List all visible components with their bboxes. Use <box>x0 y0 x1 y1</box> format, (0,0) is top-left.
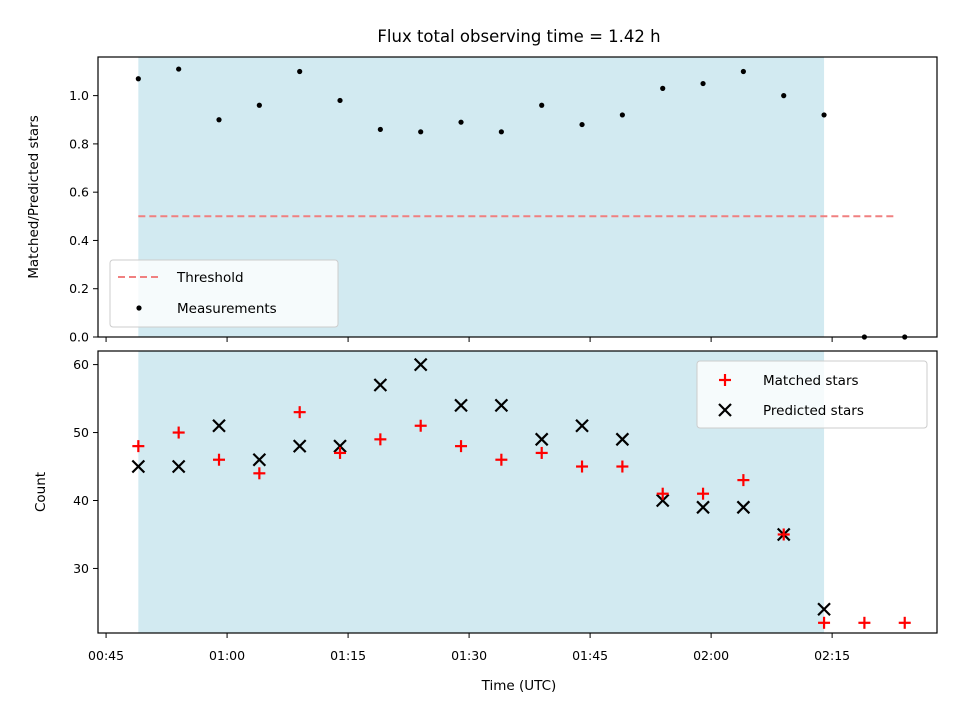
matched-star-point <box>697 487 710 500</box>
measurement-point <box>216 117 222 123</box>
bottom-x-axis: 00:45 01:00 01:15 01:30 01:45 02:00 02:15 <box>88 633 850 663</box>
bottom-legend: Matched stars Predicted stars <box>696 360 928 429</box>
predicted-star-point <box>333 439 347 453</box>
matched-star-point <box>616 460 629 473</box>
x-tick-label: 01:00 <box>209 648 245 663</box>
matched-star-point <box>898 616 911 629</box>
top-y-tick-label: 0.8 <box>69 136 89 151</box>
x-axis-label: Time (UTC) <box>481 678 557 694</box>
measurements-legend-swatch <box>136 305 142 311</box>
matched-star-point <box>495 453 508 466</box>
predicted-star-point <box>696 500 710 515</box>
measurement-point <box>579 121 585 128</box>
bottom-y-axis: 30 40 50 60 <box>73 357 98 576</box>
top-panel: Flux total observing time = 1.42 h 0.00.… <box>26 27 938 345</box>
measurement-point <box>256 102 262 108</box>
x-tick-label: 00:45 <box>88 648 124 663</box>
measurement-point <box>781 93 787 99</box>
bottom-y-tick-label: 40 <box>73 493 89 508</box>
matched-star-point <box>858 616 871 629</box>
bottom-y-tick-label: 60 <box>73 357 89 372</box>
top-y-tick-label: 0.0 <box>69 330 89 345</box>
predicted-star-point <box>212 418 226 433</box>
predicted-star-point <box>292 439 307 453</box>
measurement-point <box>458 119 464 125</box>
top-y-axis-label: Matched/Predicted stars <box>26 115 42 278</box>
measurement-point <box>176 66 182 72</box>
bottom-legend-box <box>696 360 928 429</box>
bottom-plot-area <box>131 357 911 629</box>
bottom-y-tick-label: 30 <box>73 561 89 576</box>
measurement-point <box>297 68 303 75</box>
measurement-point <box>418 129 424 135</box>
top-legend: Threshold Measurements <box>109 259 339 328</box>
legend-label-matched-stars: Matched stars <box>763 373 859 389</box>
measurement-point <box>740 68 746 75</box>
matched-star-point <box>455 440 468 453</box>
matched-star-point <box>213 453 226 466</box>
top-x-ticks <box>105 337 833 342</box>
top-axes-frame <box>97 56 938 338</box>
predicted-star-point <box>655 493 670 508</box>
predicted-star-point <box>575 418 589 433</box>
top-y-tick-label: 0.4 <box>69 233 89 248</box>
matched-star-point <box>334 446 347 459</box>
top-y-axis: 0.0 0.2 0.4 0.6 0.8 1.0 <box>69 88 98 345</box>
legend-label-predicted-stars: Predicted stars <box>763 403 864 419</box>
x-tick-label: 01:15 <box>330 648 366 663</box>
matched-star-point <box>374 433 387 446</box>
matched-star-point <box>576 460 589 473</box>
measurement-point <box>135 76 141 82</box>
measurement-point <box>337 97 343 104</box>
top-y-tick-label: 0.6 <box>69 185 89 200</box>
matched-legend-swatch <box>719 374 731 386</box>
measurement-point <box>660 85 666 91</box>
legend-label-threshold: Threshold <box>176 270 244 286</box>
predicted-star-point <box>817 602 831 616</box>
measurement-point <box>700 80 706 87</box>
x-tick-label: 01:30 <box>451 648 487 663</box>
legend-label-measurements: Measurements <box>177 301 277 317</box>
matched-star-point <box>818 616 831 629</box>
chart-title: Flux total observing time = 1.42 h <box>377 27 660 46</box>
measurement-point <box>377 126 383 133</box>
x-tick-label: 02:15 <box>814 648 850 663</box>
predicted-star-point <box>413 357 428 372</box>
matched-star-point <box>253 467 266 480</box>
top-y-tick-label: 0.2 <box>69 281 89 296</box>
matched-star-point <box>414 419 427 432</box>
predicted-star-point <box>615 432 630 447</box>
predicted-legend-swatch <box>718 403 732 417</box>
top-y-tick-label: 1.0 <box>69 88 89 103</box>
matched-star-point <box>737 474 750 487</box>
predicted-star-point <box>252 452 267 467</box>
matched-star-point <box>172 426 185 439</box>
predicted-star-point <box>131 459 146 474</box>
predicted-star-point <box>373 378 388 392</box>
bottom-axes-frame <box>97 350 938 634</box>
x-tick-label: 02:00 <box>693 648 729 663</box>
predicted-star-point <box>494 398 509 413</box>
bottom-y-axis-label: Count <box>33 472 49 512</box>
matched-star-point <box>132 440 145 453</box>
measurement-point <box>498 129 504 135</box>
measurement-point <box>539 102 545 108</box>
predicted-star-point <box>736 500 751 515</box>
x-tick-label: 01:45 <box>572 648 608 663</box>
matched-star-point <box>535 446 548 459</box>
matched-star-point <box>777 528 790 541</box>
predicted-star-point <box>454 398 468 413</box>
measurement-point <box>619 112 625 118</box>
matched-star-point <box>656 487 669 500</box>
measurement-point <box>821 112 827 118</box>
bottom-y-tick-label: 50 <box>73 425 89 440</box>
matched-star-point <box>293 406 306 419</box>
top-legend-box <box>109 259 339 328</box>
predicted-star-point <box>534 432 549 447</box>
predicted-star-point <box>171 459 186 474</box>
